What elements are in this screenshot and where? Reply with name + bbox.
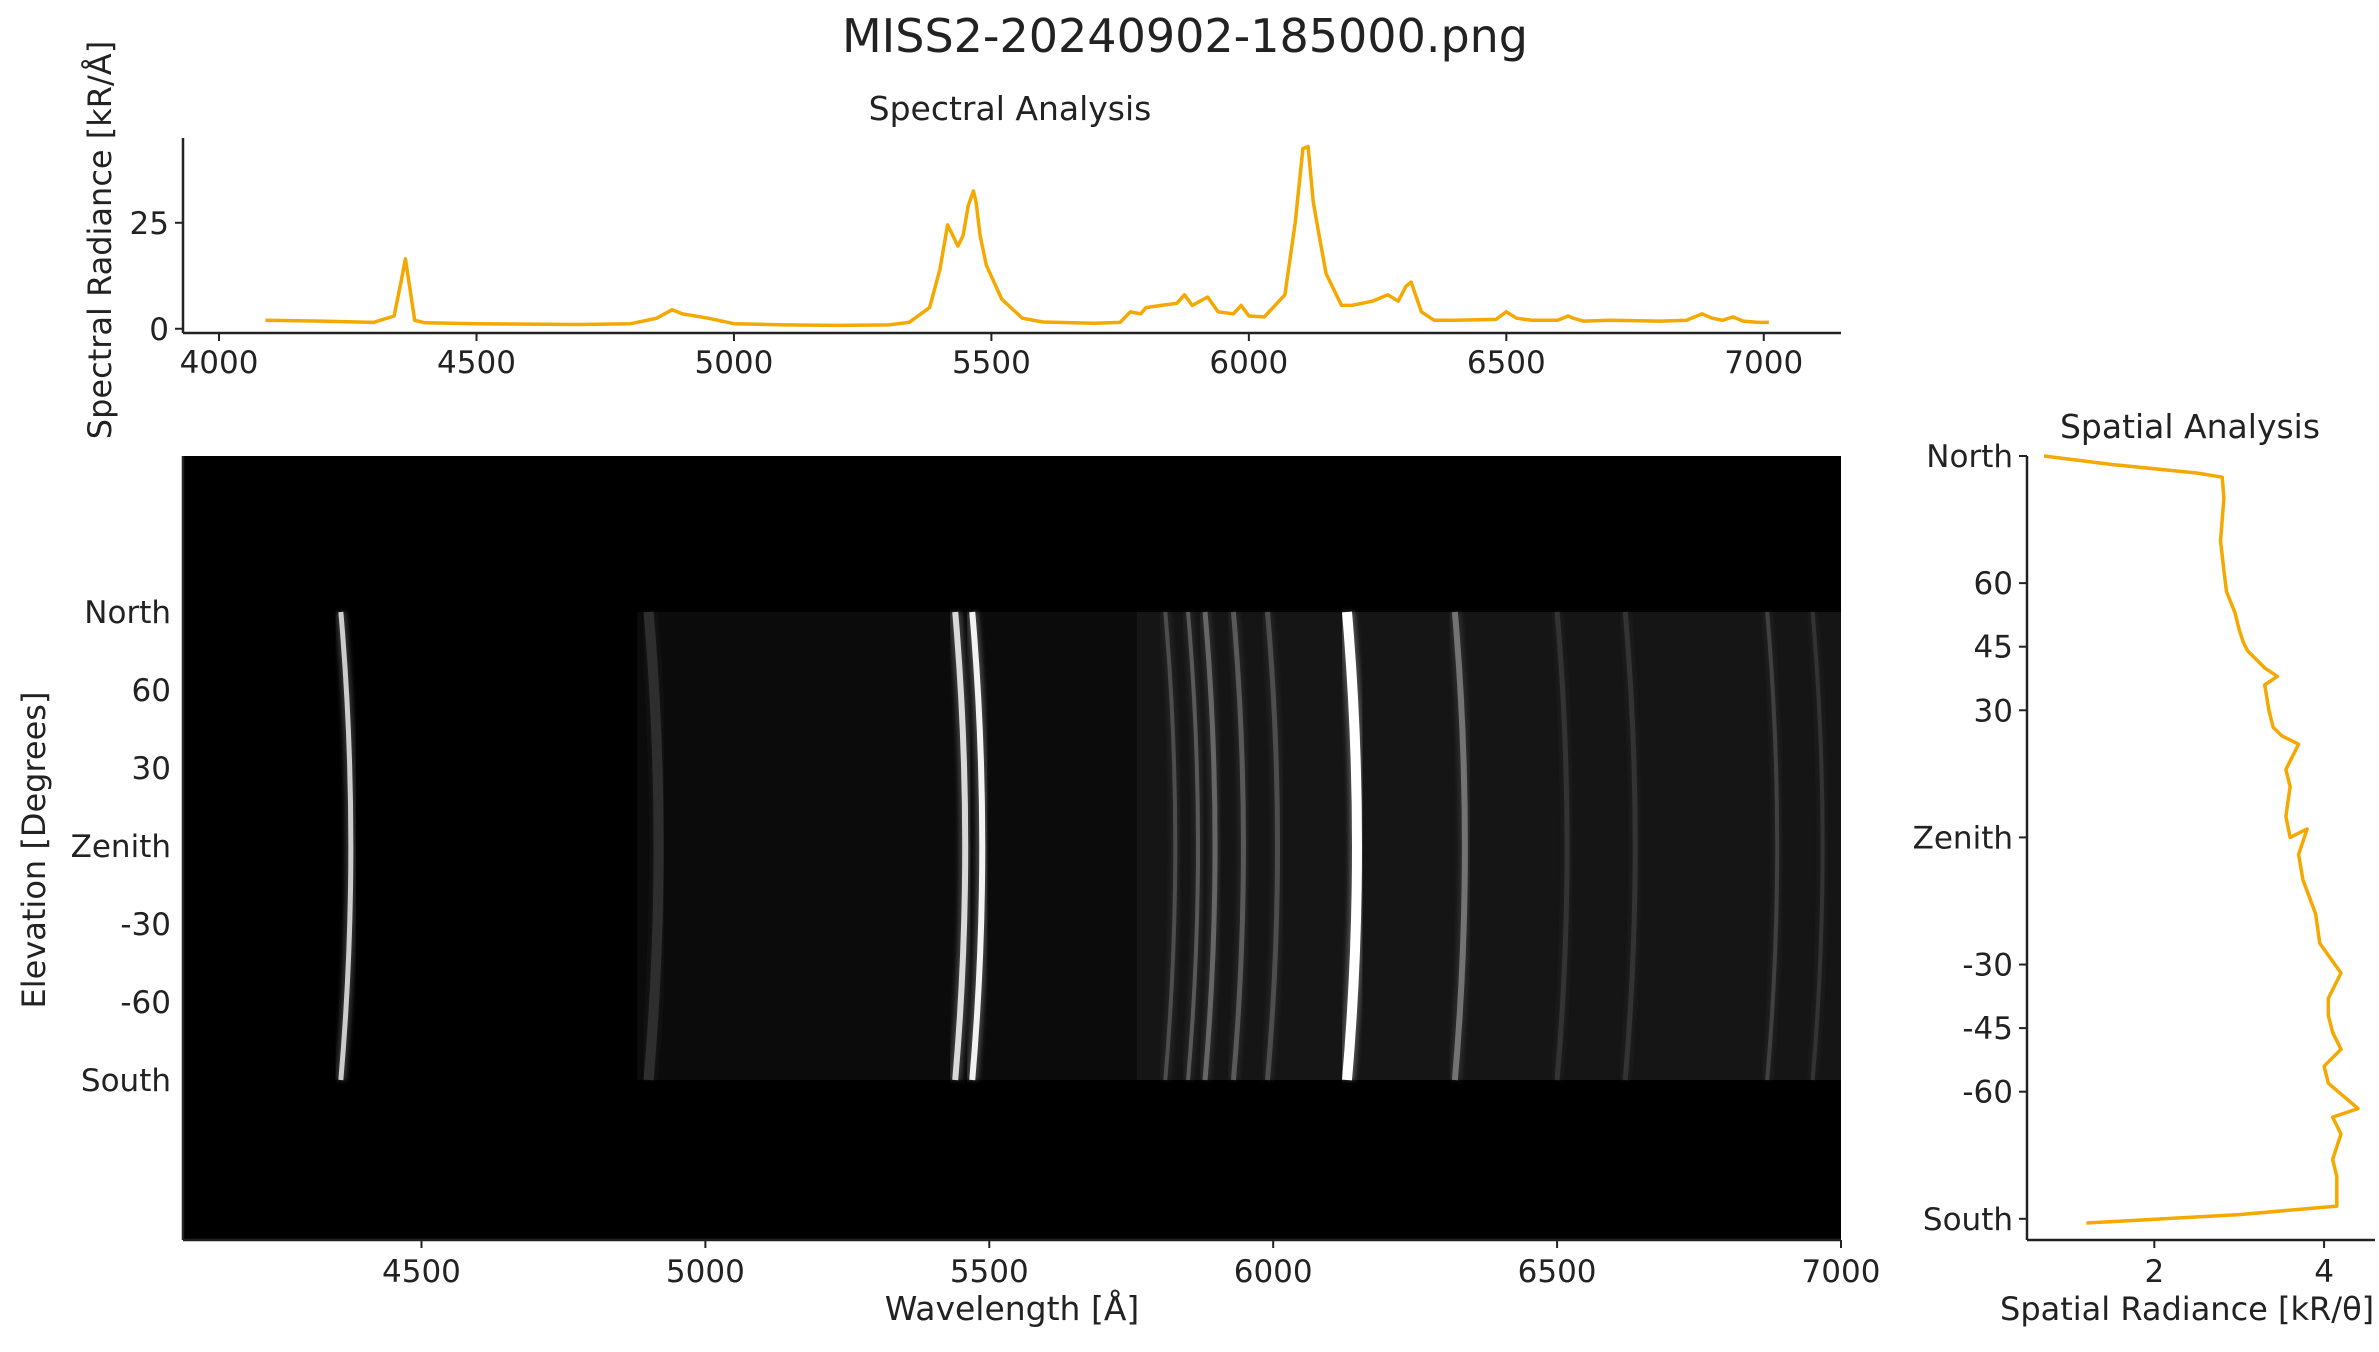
- image-x-tick-label: 6000: [1234, 1254, 1313, 1290]
- emission-line: [1554, 611, 1570, 1081]
- emission-line: [1810, 611, 1825, 1081]
- figure-title: MISS2-20240902-185000.png: [842, 9, 1528, 63]
- spectral-x-tick-label: 4500: [437, 345, 516, 381]
- image-x-tick-label: 6500: [1518, 1254, 1597, 1290]
- spatial-y-tick-label: North: [1926, 439, 2013, 475]
- spatial-y-tick-label: -45: [1962, 1011, 2013, 1047]
- faint-continuum-band: [1136, 612, 1841, 1080]
- spectral-x-tick-label: 6500: [1467, 345, 1546, 381]
- spectral-y-axis-label: Spectral Radiance [kR/Å]: [81, 41, 119, 439]
- image-y-axis-label: Elevation [Degrees]: [15, 692, 53, 1009]
- image-y-tick-label: 60: [132, 673, 171, 709]
- emission-line: [969, 611, 986, 1081]
- spectral-y-tick-label: 0: [149, 312, 169, 348]
- spectral-radiance-series: [265, 144, 1769, 328]
- spatial-y-tick-label: South: [1923, 1202, 2013, 1238]
- image-x-tick-label: 4500: [382, 1254, 461, 1290]
- emission-line: [1186, 611, 1201, 1081]
- spectral-x-tick-label: 5500: [952, 345, 1031, 381]
- spatial-y-tick-label: 30: [1974, 693, 2013, 729]
- spatial-x-axis-label: Spatial Radiance [kR/θ]: [2000, 1290, 2374, 1328]
- spectral-analysis-chart: Spectral Analysis Spectral Radiance [kR/…: [81, 41, 1841, 439]
- emission-line: [1265, 611, 1281, 1081]
- spectral-x-tick-label: 4000: [180, 345, 259, 381]
- spectral-x-tick-label: 7000: [1724, 345, 1803, 381]
- image-y-tick-label: South: [81, 1063, 171, 1099]
- spectral-chart-title: Spectral Analysis: [869, 89, 1152, 128]
- emission-line: [643, 611, 664, 1081]
- image-x-tick-label: 5500: [950, 1254, 1029, 1290]
- image-x-tick-label: 7000: [1802, 1254, 1881, 1290]
- spatial-chart-title: Spatial Analysis: [2060, 407, 2320, 446]
- image-y-tick-label: Zenith: [71, 829, 171, 865]
- emission-line: [1202, 611, 1218, 1081]
- spectral-x-tick-label: 5000: [694, 345, 773, 381]
- spatial-y-tick-label: -60: [1962, 1075, 2013, 1111]
- spatial-y-tick-label: 60: [1974, 566, 2013, 602]
- emission-line: [1342, 611, 1363, 1081]
- emission-line: [1163, 611, 1178, 1081]
- emission-line: [952, 611, 969, 1081]
- image-y-tick-label: North: [84, 595, 171, 631]
- spectrogram-image-chart: 4500 5000 5500 6000 6500 7000 North 60 30 Zenith -…: [15, 456, 1880, 1328]
- image-x-tick-label: 5000: [666, 1254, 745, 1290]
- spatial-y-tick-label: 45: [1974, 630, 2013, 666]
- image-y-tick-label: -30: [120, 907, 171, 943]
- spatial-x-tick-label: 2: [2144, 1254, 2164, 1290]
- emission-line: [1451, 611, 1468, 1081]
- emission-line: [1230, 611, 1246, 1081]
- image-x-axis-label: Wavelength [Å]: [885, 1288, 1140, 1328]
- emission-line: [1622, 611, 1638, 1081]
- spatial-y-tick-label: -30: [1962, 948, 2013, 984]
- emission-line: [338, 611, 354, 1081]
- spectral-x-tick-label: 6000: [1209, 345, 1288, 381]
- emission-line: [1765, 611, 1780, 1081]
- spatial-y-tick-label: Zenith: [1913, 820, 2013, 856]
- spatial-analysis-chart: Spatial Analysis 2 4 North 60 45 30 Zenith -30 -…: [1913, 407, 2375, 1328]
- spatial-radiance-series: [2043, 454, 2360, 1225]
- spatial-x-tick-label: 4: [2314, 1254, 2334, 1290]
- spectral-y-tick-label: 25: [130, 206, 169, 242]
- image-y-tick-label: 30: [132, 751, 171, 787]
- image-y-tick-label: -60: [120, 985, 171, 1021]
